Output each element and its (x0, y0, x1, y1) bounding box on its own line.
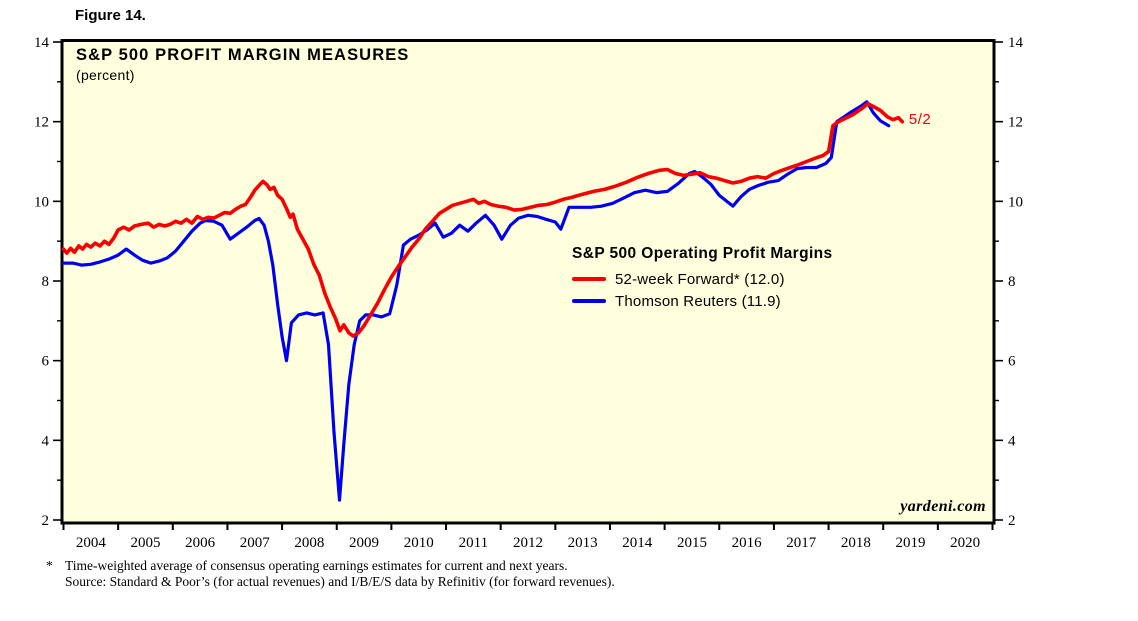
footnote-source: Source: Standard & Poor’s (for actual re… (65, 574, 615, 589)
y-tick-label-right: 6 (1008, 354, 1016, 370)
y-tick-label-left: 6 (42, 354, 50, 370)
y-tick-label-right: 2 (1008, 513, 1016, 529)
series-line-thomson (61, 100, 891, 502)
y-tick-label-right: 10 (1008, 194, 1023, 210)
x-tick-label: 2015 (677, 535, 707, 551)
red-line-swatch-icon (572, 277, 606, 281)
x-tick-label: 2006 (185, 535, 216, 551)
y-tick-label-right: 4 (1008, 433, 1016, 449)
x-tick-label: 2018 (841, 535, 871, 551)
x-tick-label: 2017 (786, 535, 817, 551)
y-tick-label-left: 10 (34, 194, 49, 210)
y-tick-label-right: 14 (1008, 35, 1024, 51)
figure-label: Figure 14. (75, 7, 146, 24)
legend-item-label: Thomson Reuters (11.9) (615, 292, 781, 310)
legend: S&P 500 Operating Profit Margins 52-week… (572, 245, 833, 312)
x-tick-label: 2020 (950, 535, 980, 551)
footnotes: * Time-weighted average of consensus ope… (46, 558, 615, 590)
x-tick-label: 2012 (513, 535, 543, 551)
chart-subtitle: (percent) (76, 67, 135, 83)
x-tick-label: 2004 (76, 535, 107, 551)
chart-title: S&P 500 PROFIT MARGIN MEASURES (76, 46, 410, 64)
y-tick-label-left: 4 (42, 433, 50, 449)
last-point-date-annotation: 5/2 (908, 110, 932, 128)
y-tick-label-right: 12 (1008, 115, 1023, 131)
x-tick-label: 2010 (404, 535, 434, 551)
legend-item-forward: 52-week Forward* (12.0) (572, 268, 833, 290)
y-tick-label-left: 14 (34, 35, 50, 51)
x-tick-label: 2019 (896, 535, 926, 551)
x-tick-label: 2007 (240, 535, 271, 551)
x-tick-label: 2013 (568, 535, 598, 551)
watermark: yardeni.com (900, 498, 986, 515)
footnote-asterisk: * Time-weighted average of consensus ope… (46, 558, 568, 573)
y-tick-label-left: 2 (42, 513, 50, 529)
legend-item-thomson: Thomson Reuters (11.9) (572, 290, 833, 312)
x-tick-label: 2008 (294, 535, 324, 551)
y-tick-label-right: 8 (1008, 274, 1016, 290)
x-tick-label: 2016 (732, 535, 763, 551)
series-line-forward (61, 101, 905, 338)
legend-item-label: 52-week Forward* (12.0) (615, 270, 785, 288)
legend-title: S&P 500 Operating Profit Margins (572, 245, 833, 262)
y-tick-label-left: 12 (34, 115, 49, 131)
x-tick-label: 2009 (349, 535, 379, 551)
x-tick-label: 2005 (130, 535, 160, 551)
y-tick-label-left: 8 (42, 274, 50, 290)
x-tick-label: 2011 (459, 535, 488, 551)
x-tick-label: 2014 (622, 535, 653, 551)
blue-line-swatch-icon (572, 299, 606, 303)
